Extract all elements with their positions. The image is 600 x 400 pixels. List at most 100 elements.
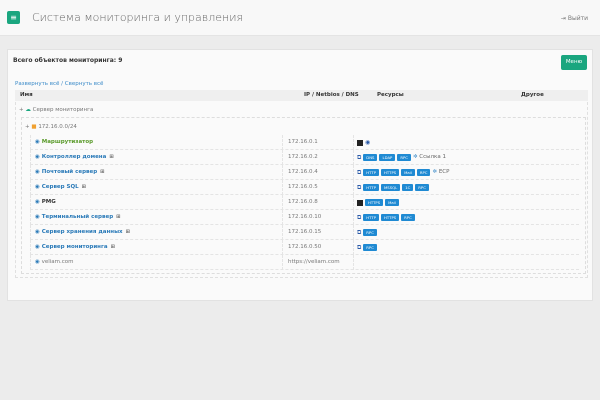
table-row: ◉ Сервер мониторинга ⊞ 172.16.0.50 ⧉ RPC [30, 240, 579, 255]
globe-icon: ◉ [35, 259, 40, 265]
host-name[interactable]: ◉ Терминальный сервер ⊞ [35, 214, 121, 220]
host-name[interactable]: ◉ Сервер хранения данных ⊞ [35, 229, 130, 235]
rdp-icon[interactable]: ⧉ [357, 184, 362, 191]
page-title: Система мониторинга и управления [32, 11, 243, 24]
host-ip: 172.16.0.15 [282, 225, 321, 240]
resource-tag[interactable]: Mail [401, 169, 415, 176]
host-name[interactable]: ◉ Контроллер домена ⊞ [35, 154, 114, 160]
resource-tag[interactable]: Mail [385, 199, 399, 206]
table-row: ◉ Терминальный сервер ⊞ 172.16.0.10 ⧉ HTTP HT… [30, 210, 579, 225]
resources: ⧉ DNS LDAP RPC ✲ Ссылка 1 [353, 150, 446, 165]
resources: ⧉ RPC [353, 240, 377, 255]
host-name[interactable]: ◉ veliam.com [35, 259, 74, 265]
windows-icon: ⊞ [109, 154, 114, 160]
terminal-icon[interactable] [357, 199, 363, 206]
terminal-icon[interactable] [357, 139, 363, 146]
col-other: Другое [521, 92, 544, 98]
menu-toggle-button[interactable]: ≡ [7, 11, 20, 24]
host-ip: 172.16.0.8 [282, 195, 318, 210]
resource-tag[interactable]: RPC [401, 214, 415, 221]
host-name[interactable]: ◉ Сервер SQL ⊞ [35, 184, 86, 190]
resource-tag[interactable]: RPC [415, 184, 429, 191]
host-ip: 172.16.0.5 [282, 180, 318, 195]
resources [353, 255, 357, 270]
host-ip: 172.16.0.2 [282, 150, 318, 165]
resource-tag[interactable]: HTTP [363, 184, 380, 191]
table-row: ◉ Сервер SQL ⊞ 172.16.0.5 ⧉ HTTP MSSQL 1C RPC [30, 180, 579, 195]
total-objects: Всего объектов мониторинга: 9 [13, 57, 123, 64]
globe-icon: ◉ [35, 154, 40, 160]
resource-tag[interactable]: RPC [397, 154, 411, 161]
table-row: ◉ PMG 172.16.0.8 HTTPS Mail [30, 195, 579, 210]
resource-tag[interactable]: HTTP [363, 169, 380, 176]
resources: ⧉ RPC [353, 225, 377, 240]
globe-icon: ◉ [35, 169, 40, 175]
globe-icon: ◉ [35, 139, 40, 145]
host-name[interactable]: ◉ Сервер мониторинга ⊞ [35, 244, 115, 250]
rdp-icon[interactable]: ⧉ [357, 229, 362, 236]
resource-tag[interactable]: LDAP [379, 154, 396, 161]
resources: ⧉ HTTP HTTPS Mail RPC ✲ ECP [353, 165, 449, 180]
host-ip: 172.16.0.4 [282, 165, 318, 180]
host-ip: 172.16.0.50 [282, 240, 321, 255]
folder-icon: ■ [31, 124, 37, 130]
windows-icon: ⊞ [125, 229, 130, 235]
globe-icon: ◉ [35, 244, 40, 250]
cloud-icon: ☁ [25, 107, 31, 113]
network-group: + ■ 172.16.0.0/24 ◉ Маршрутизатор 172.16.… [21, 117, 586, 274]
col-ip: IP / Netbios / DNS [304, 92, 359, 98]
rdp-icon[interactable]: ⧉ [357, 154, 362, 161]
globe-icon: ◉ [35, 214, 40, 220]
menu-button[interactable]: Меню [561, 55, 587, 70]
web-icon[interactable]: ◉ [365, 139, 371, 146]
table-row: ◉ Сервер хранения данных ⊞ 172.16.0.15 ⧉ RPC [30, 225, 579, 240]
rdp-icon[interactable]: ⧉ [357, 244, 362, 251]
host-ip: 172.16.0.10 [282, 210, 321, 225]
header: ≡ Система мониторинга и управления ⇥ Вый… [0, 0, 600, 36]
resource-tag[interactable]: HTTPS [381, 169, 400, 176]
collapse-all-link[interactable]: Свернуть всё [64, 81, 104, 87]
link-icon: ✲ [432, 169, 438, 175]
monitoring-card: Всего объектов мониторинга: 9 Меню Разве… [7, 49, 593, 301]
tree: + ☁ Сервер мониторинга + ■ 172.16.0.0/24… [15, 102, 588, 278]
col-resources: Ресурсы [377, 92, 404, 98]
expand-all-link[interactable]: Развернуть всё [15, 81, 60, 87]
windows-icon: ⊞ [110, 244, 115, 250]
resource-tag[interactable]: RPC [363, 229, 377, 236]
windows-icon: ⊞ [81, 184, 86, 190]
host-ip: https://veliam.com [282, 255, 340, 270]
windows-icon: ⊞ [100, 169, 105, 175]
table-row: ◉ Контроллер домена ⊞ 172.16.0.2 ⧉ DNS LDAP RP… [30, 150, 579, 165]
table-row: ◉ veliam.com https://veliam.com [30, 255, 579, 270]
extra-link[interactable]: ✲ Ссылка 1 [412, 154, 446, 160]
resource-tag[interactable]: HTTP [363, 214, 380, 221]
host-name[interactable]: ◉ Маршрутизатор [35, 139, 94, 145]
table-header: Имя IP / Netbios / DNS Ресурсы Другое [15, 90, 588, 101]
host-ip: 172.16.0.1 [282, 135, 318, 150]
resource-tag[interactable]: DNS [363, 154, 378, 161]
resource-tag[interactable]: RPC [363, 244, 377, 251]
globe-icon: ◉ [35, 184, 40, 190]
tree-node-server[interactable]: + ☁ Сервер мониторинга [19, 107, 94, 113]
resource-tag[interactable]: MSSQL [381, 184, 401, 191]
resources: HTTPS Mail [353, 195, 399, 210]
resource-tag[interactable]: 1C [402, 184, 414, 191]
windows-icon: ⊞ [116, 214, 121, 220]
table-row: ◉ Почтовый сервер ⊞ 172.16.0.4 ⧉ HTTP HTTPS Ma… [30, 165, 579, 180]
link-icon: ✲ [412, 154, 418, 160]
resource-tag[interactable]: HTTPS [365, 199, 384, 206]
table-row: ◉ Маршрутизатор 172.16.0.1 ◉ [30, 135, 579, 150]
rdp-icon[interactable]: ⧉ [357, 214, 362, 221]
resource-tag[interactable]: RPC [416, 169, 431, 176]
logout-icon: ⇥ [560, 15, 568, 22]
logout-link[interactable]: ⇥ Выйти [560, 15, 588, 22]
expand-icon: + [25, 124, 32, 130]
expand-icon: + [19, 107, 26, 113]
col-name: Имя [20, 92, 33, 98]
host-name[interactable]: ◉ Почтовый сервер ⊞ [35, 169, 105, 175]
extra-link[interactable]: ✲ ECP [432, 169, 450, 175]
resource-tag[interactable]: HTTPS [381, 214, 400, 221]
tree-node-network[interactable]: + ■ 172.16.0.0/24 [25, 124, 77, 130]
host-name[interactable]: ◉ PMG [35, 199, 56, 205]
rdp-icon[interactable]: ⧉ [357, 169, 362, 176]
